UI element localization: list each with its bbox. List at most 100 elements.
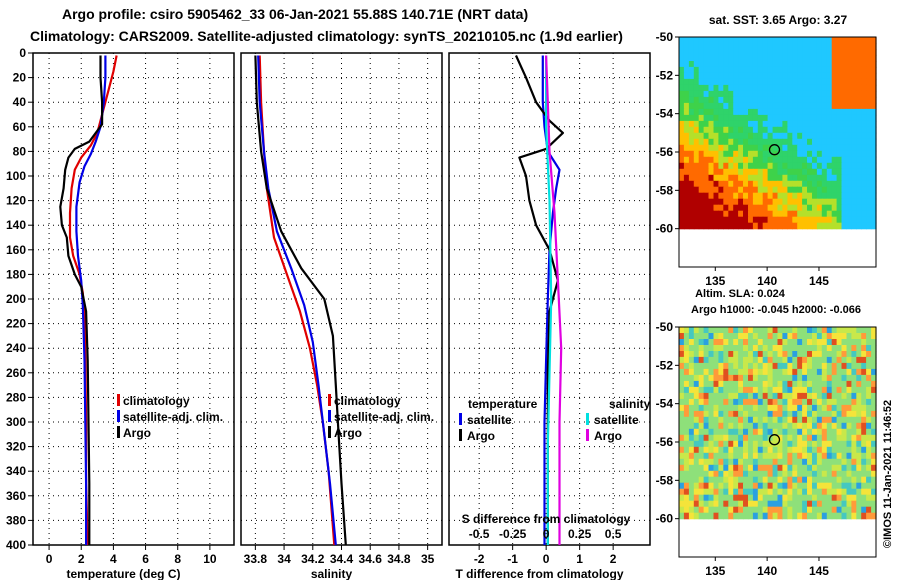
- depth-tick-label: 60: [13, 120, 27, 134]
- diff-legend-temp-label: satellite: [467, 413, 512, 427]
- sst-map-cell: [708, 78, 714, 86]
- sla-map-cell: [846, 452, 852, 460]
- sla-map-cell: [762, 470, 769, 478]
- sst-map-cell: [812, 192, 818, 200]
- sst-map-cell: [856, 192, 862, 200]
- sla-map-cell: [767, 339, 774, 346]
- sla-map-cell: [683, 398, 690, 406]
- sla-map-cell: [841, 404, 847, 412]
- sst-map-cell: [797, 49, 803, 56]
- sst-map-cell: [767, 114, 774, 122]
- sla-map-cell: [733, 512, 739, 520]
- sla-map-cell: [713, 470, 719, 478]
- sla-map-cell: [743, 392, 749, 400]
- sst-map-cell: [846, 216, 852, 224]
- sst-map-cell: [871, 210, 877, 218]
- sla-map-cell: [738, 356, 744, 364]
- sst-map-cell: [821, 144, 828, 152]
- sla-map-cell: [762, 327, 769, 334]
- sst-map-cell: [821, 78, 828, 86]
- sla-map-cell: [792, 410, 798, 418]
- sst-map-cell: [767, 210, 774, 218]
- sst-map-cell: [861, 198, 867, 206]
- diff-s-tick-label: 0.5: [605, 527, 622, 541]
- sst-map-cell: [821, 96, 828, 104]
- sst-map-cell: [826, 66, 833, 74]
- sla-map-cell: [703, 416, 710, 424]
- sla-map-cell: [792, 345, 798, 352]
- sst-map-cell: [782, 43, 788, 50]
- sla-map-cell: [733, 476, 739, 484]
- sla-map-cell: [792, 398, 798, 406]
- sst-map-cell: [723, 37, 729, 44]
- sla-map-cell: [679, 351, 685, 358]
- sst-map-cell: [826, 37, 833, 44]
- sst-map-cell: [836, 138, 843, 146]
- sla-map-cell: [802, 356, 808, 364]
- sst-map-cell: [826, 198, 833, 206]
- sst-map-cell: [688, 210, 695, 218]
- sla-map-cell: [836, 428, 843, 436]
- salinity-legend-swatch: [328, 410, 331, 422]
- sla-map-cell: [846, 410, 852, 418]
- sst-map-cell: [861, 180, 867, 188]
- sla-map-cell: [861, 416, 867, 424]
- sla-map-cell: [836, 470, 843, 478]
- sst-map-cell: [802, 126, 808, 134]
- sst-map-ytick-label: -54: [656, 107, 674, 121]
- temperature-legend-swatch: [117, 426, 120, 438]
- sst-map-cell: [767, 204, 774, 212]
- sst-map-cell: [851, 192, 857, 200]
- sla-map-cell: [733, 380, 739, 388]
- sla-map-cell: [831, 386, 838, 394]
- sst-map-cell: [772, 204, 779, 212]
- sst-map-cell: [851, 96, 857, 104]
- sla-map-cell: [816, 512, 823, 520]
- sst-map-cell: [743, 198, 749, 206]
- sla-map-cell: [708, 512, 714, 520]
- sla-map-cell: [807, 333, 813, 340]
- sla-map-cell: [733, 416, 739, 424]
- sla-map-cell: [787, 434, 793, 442]
- sla-map-cell: [866, 374, 872, 382]
- sla-map-cell: [683, 440, 690, 448]
- sla-map-cell: [748, 434, 754, 442]
- sla-map-cell: [851, 446, 857, 454]
- depth-tick-label: 0: [19, 46, 26, 60]
- sla-map-cell: [836, 416, 843, 424]
- sst-map-cell: [693, 37, 700, 44]
- sst-map-cell: [748, 138, 754, 146]
- sst-map-cell: [846, 198, 852, 206]
- sla-map-cell: [836, 476, 843, 484]
- sst-map-cell: [851, 37, 857, 44]
- sst-map-cell: [856, 216, 862, 224]
- sst-map-cell: [728, 186, 734, 194]
- sst-map-cell: [698, 138, 705, 146]
- sla-map-cell: [871, 446, 877, 454]
- sla-map-cell: [683, 351, 690, 358]
- sla-map-cell: [792, 446, 798, 454]
- sst-map-cell: [738, 132, 744, 140]
- sst-map-cell: [787, 108, 793, 116]
- sst-map-cell: [752, 144, 759, 152]
- sst-map-cell: [802, 168, 808, 176]
- sst-map-cell: [792, 66, 798, 74]
- sla-map-cell: [698, 368, 705, 376]
- sla-map-cell: [767, 470, 774, 478]
- sla-map-cell: [807, 362, 813, 370]
- sst-map-cell: [703, 49, 710, 56]
- sst-map-cell: [807, 192, 813, 200]
- sst-map-cell: [861, 78, 867, 86]
- sst-map-cell: [866, 186, 872, 194]
- sla-map-cell: [802, 488, 808, 496]
- sst-map-cell: [723, 84, 729, 92]
- sst-map-cell: [738, 37, 744, 44]
- sst-map-cell: [752, 210, 759, 218]
- sst-map-cell: [797, 198, 803, 206]
- sla-map-cell: [703, 339, 710, 346]
- sst-map-cell: [679, 43, 685, 50]
- sla-map-cell: [683, 482, 690, 490]
- sst-map-cell: [718, 204, 724, 212]
- sst-map-cell: [683, 84, 690, 92]
- sst-map-cell: [679, 37, 685, 44]
